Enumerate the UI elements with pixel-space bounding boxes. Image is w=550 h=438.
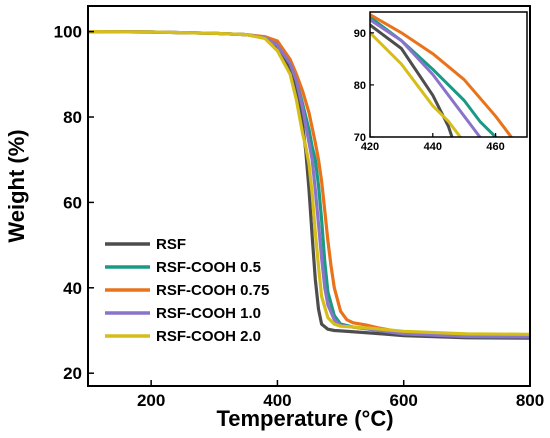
inset-plot-area: 420 440 460 70 80 90 <box>354 11 528 153</box>
main-plot-frame <box>87 5 531 387</box>
inset-plot-frame <box>369 11 528 138</box>
inset-x-tick-label-2: 460 <box>486 141 504 153</box>
series-line-4 <box>87 30 531 336</box>
inset-x-tick-label-1: 440 <box>424 141 442 153</box>
main-plot-area: 200 400 600 800 20 40 60 80 100 <box>54 5 545 410</box>
inset-y-tick-label-0: 70 <box>354 132 366 144</box>
y-tick-label-0: 20 <box>63 364 82 383</box>
y-axis-title: Weight (%) <box>4 129 29 242</box>
inset-y-tick-label-2: 90 <box>354 28 366 40</box>
inset-x-tick-label-0: 420 <box>361 141 379 153</box>
x-tick-label-0: 200 <box>137 391 165 410</box>
inset-y-tick-label-1: 80 <box>354 80 366 92</box>
legend-label-4: RSF-COOH 2.0 <box>156 328 261 345</box>
main-series-group <box>87 30 531 340</box>
legend-label-0: RSF <box>156 236 186 253</box>
inset-axis-ticks: 420 440 460 70 80 90 <box>354 28 505 153</box>
main-axis-ticks: 200 400 600 800 20 40 60 80 100 <box>54 23 545 410</box>
legend-label-1: RSF-COOH 0.5 <box>156 259 261 276</box>
legend: RSF RSF-COOH 0.5 RSF-COOH 0.75 RSF-COOH 1.0… <box>105 236 269 345</box>
inset-background <box>370 12 527 137</box>
x-tick-label-1: 400 <box>263 391 291 410</box>
y-tick-label-4: 100 <box>54 23 82 42</box>
x-tick-label-3: 800 <box>516 391 544 410</box>
y-tick-label-2: 60 <box>63 193 82 212</box>
legend-label-3: RSF-COOH 1.0 <box>156 305 261 322</box>
x-axis-title: Temperature (°C) <box>216 406 393 431</box>
y-tick-label-3: 80 <box>63 108 82 127</box>
x-tick-label-2: 600 <box>390 391 418 410</box>
legend-label-2: RSF-COOH 0.75 <box>156 282 269 299</box>
y-tick-label-1: 40 <box>63 279 82 298</box>
